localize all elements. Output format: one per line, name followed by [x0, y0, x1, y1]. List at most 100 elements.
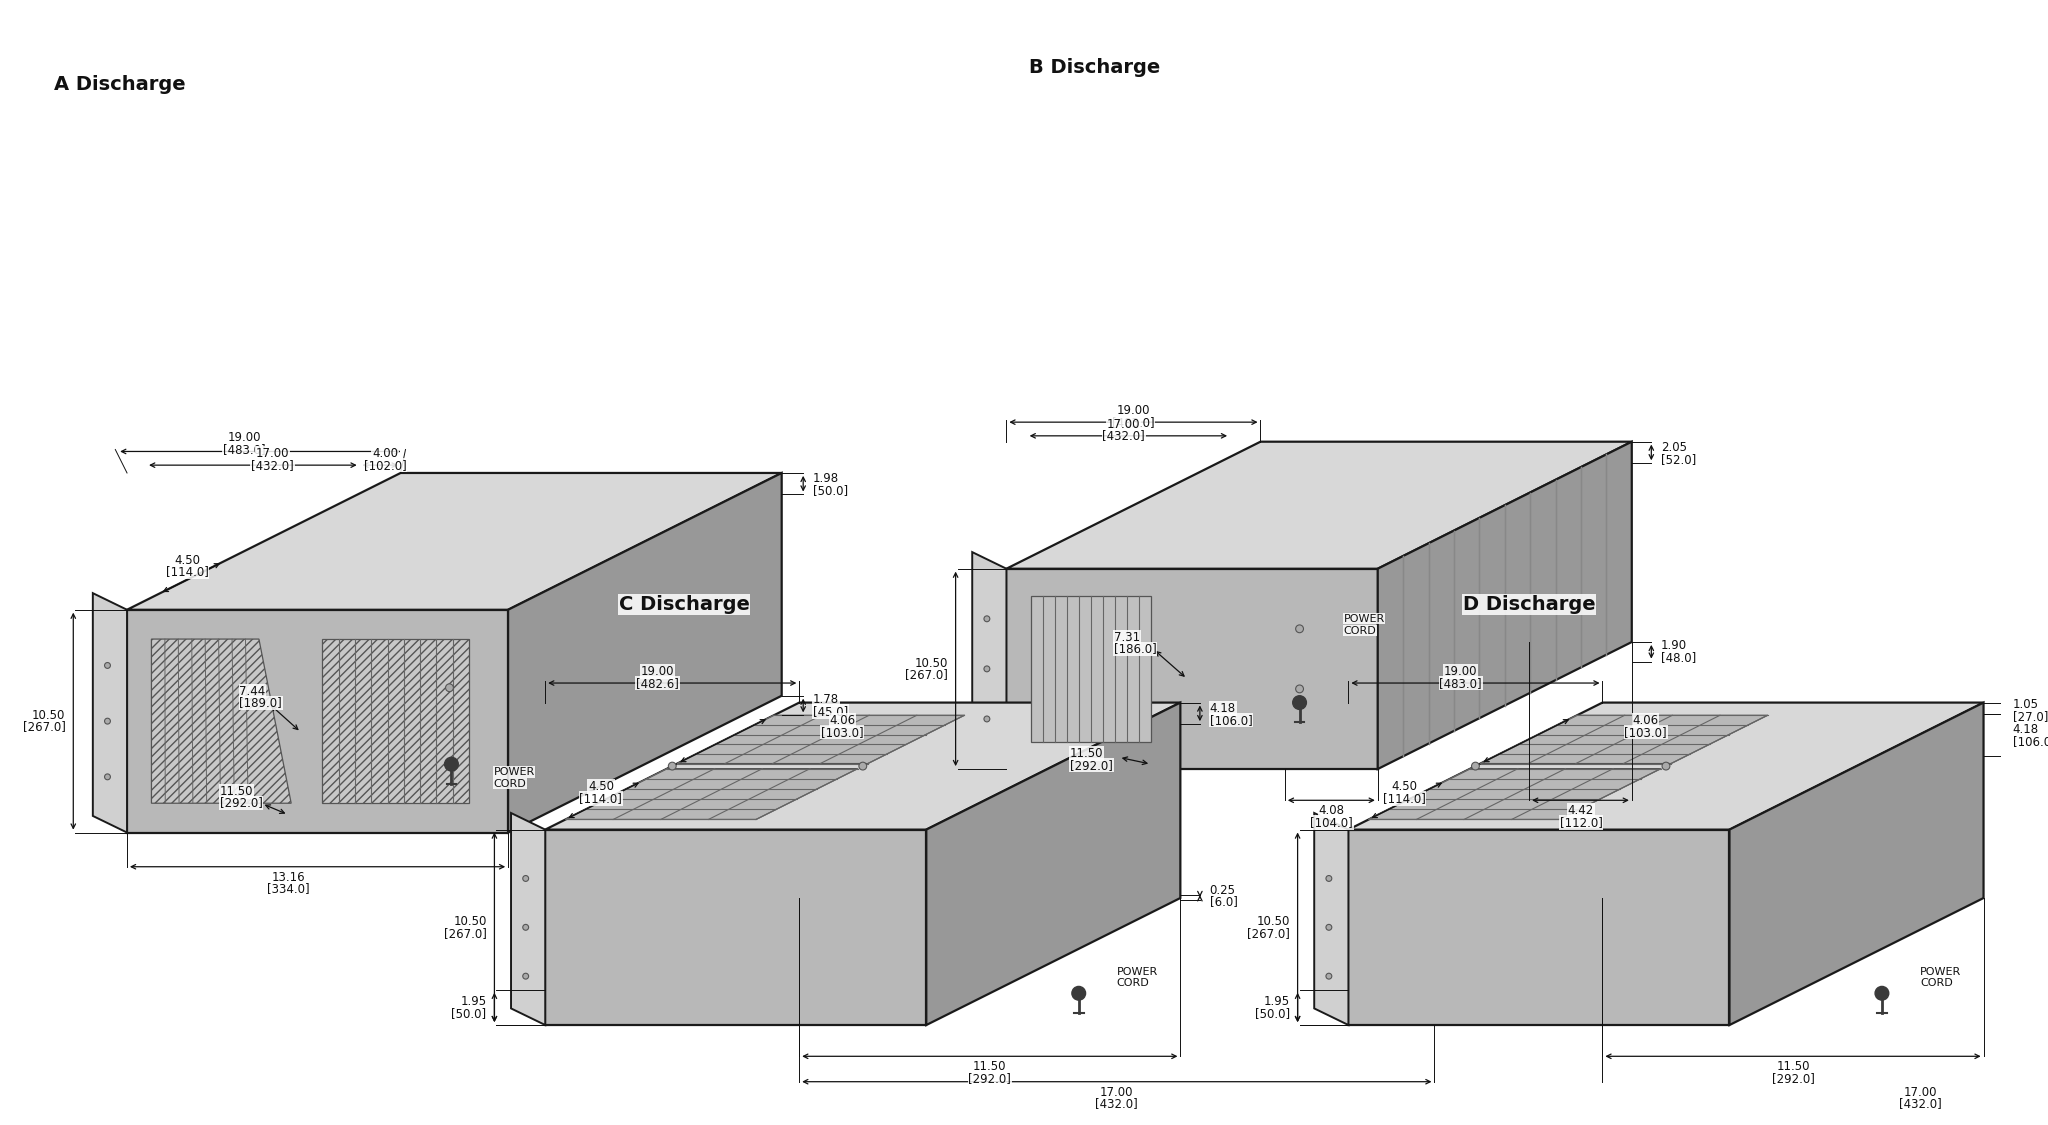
Text: [292.0]: [292.0]: [219, 796, 262, 810]
Polygon shape: [1729, 703, 1985, 1025]
Polygon shape: [565, 768, 858, 819]
Text: 10.50: 10.50: [33, 709, 66, 722]
Text: [482.6]: [482.6]: [637, 676, 680, 690]
Text: [114.0]: [114.0]: [580, 792, 623, 804]
Text: 4.06: 4.06: [1632, 714, 1659, 727]
Text: 17.00: 17.00: [1100, 1086, 1135, 1099]
Circle shape: [446, 684, 453, 692]
Text: 11.50: 11.50: [973, 1060, 1006, 1073]
Text: 17.00: 17.00: [1106, 417, 1141, 431]
Text: [52.0]: [52.0]: [1661, 452, 1696, 466]
Text: POWER: POWER: [494, 767, 535, 777]
Text: 4.18: 4.18: [2013, 723, 2040, 737]
Text: POWER: POWER: [1921, 966, 1962, 976]
Polygon shape: [1348, 829, 1729, 1025]
Text: 10.50: 10.50: [453, 915, 487, 928]
Polygon shape: [92, 593, 127, 832]
Text: 0.25: 0.25: [1210, 884, 1235, 897]
Text: [50.0]: [50.0]: [451, 1007, 487, 1019]
Text: 1.78: 1.78: [813, 693, 840, 706]
Text: 2.05: 2.05: [1661, 441, 1688, 454]
Text: 1.90: 1.90: [1661, 639, 1688, 652]
Text: [112.0]: [112.0]: [1559, 816, 1602, 829]
Circle shape: [1296, 624, 1303, 632]
Circle shape: [1071, 987, 1085, 1000]
Polygon shape: [1006, 442, 1632, 569]
Text: 19.00: 19.00: [641, 665, 674, 678]
Text: [103.0]: [103.0]: [1624, 726, 1667, 739]
Polygon shape: [1315, 813, 1348, 1025]
Polygon shape: [508, 472, 782, 832]
Text: [106.0]: [106.0]: [2013, 735, 2048, 748]
Circle shape: [522, 925, 528, 930]
Circle shape: [858, 762, 866, 770]
Circle shape: [104, 663, 111, 668]
Text: [45.0]: [45.0]: [813, 705, 848, 718]
Text: 19.00: 19.00: [1444, 665, 1477, 678]
Circle shape: [444, 757, 459, 771]
Text: 4.50: 4.50: [588, 780, 614, 793]
Text: 7.44: 7.44: [240, 684, 266, 698]
Text: 10.50: 10.50: [1255, 915, 1290, 928]
Circle shape: [1473, 762, 1479, 770]
Polygon shape: [973, 552, 1006, 770]
Circle shape: [1876, 987, 1888, 1000]
Polygon shape: [1348, 703, 1985, 829]
Text: [432.0]: [432.0]: [1096, 1097, 1139, 1110]
Text: 1.95: 1.95: [461, 996, 487, 1008]
Text: 1.98: 1.98: [813, 472, 840, 485]
Text: 13.16: 13.16: [272, 871, 305, 883]
Text: C Discharge: C Discharge: [618, 595, 750, 614]
Text: D Discharge: D Discharge: [1462, 595, 1595, 614]
Circle shape: [446, 762, 453, 770]
Text: 4.50: 4.50: [174, 554, 201, 567]
Text: [6.0]: [6.0]: [1210, 896, 1237, 908]
Circle shape: [1292, 695, 1307, 710]
Text: 17.00: 17.00: [256, 447, 289, 460]
Text: [483.0]: [483.0]: [1440, 676, 1483, 690]
Polygon shape: [512, 813, 545, 1025]
Text: [334.0]: [334.0]: [266, 882, 309, 896]
Circle shape: [983, 615, 989, 622]
Circle shape: [522, 973, 528, 979]
Text: 1.05: 1.05: [2013, 698, 2040, 711]
Text: 1.95: 1.95: [1264, 996, 1290, 1008]
Text: 17.00: 17.00: [1903, 1086, 1937, 1099]
Text: 4.08: 4.08: [1319, 804, 1346, 817]
Text: [483.0]: [483.0]: [1112, 415, 1155, 429]
Text: [103.0]: [103.0]: [821, 726, 864, 739]
Text: [432.0]: [432.0]: [1102, 430, 1145, 442]
Polygon shape: [1368, 768, 1661, 819]
Text: 11.50: 11.50: [1776, 1060, 1810, 1073]
Text: 4.00: 4.00: [373, 447, 397, 460]
Text: 11.50: 11.50: [1069, 747, 1104, 759]
Polygon shape: [152, 639, 291, 803]
Text: CORD: CORD: [1921, 979, 1954, 989]
Text: 4.18: 4.18: [1210, 702, 1235, 716]
Text: [27.0]: [27.0]: [2013, 710, 2048, 722]
Polygon shape: [1030, 596, 1151, 741]
Text: 4.50: 4.50: [1391, 780, 1417, 793]
Text: 11.50: 11.50: [219, 785, 254, 798]
Circle shape: [1325, 925, 1331, 930]
Text: [292.0]: [292.0]: [969, 1072, 1012, 1084]
Circle shape: [104, 774, 111, 780]
Polygon shape: [322, 639, 469, 803]
Circle shape: [668, 762, 676, 770]
Circle shape: [104, 718, 111, 724]
Text: [106.0]: [106.0]: [1210, 713, 1253, 727]
Text: [432.0]: [432.0]: [1898, 1097, 1942, 1110]
Text: [267.0]: [267.0]: [444, 927, 487, 939]
Text: [292.0]: [292.0]: [1772, 1072, 1815, 1084]
Polygon shape: [1481, 716, 1767, 764]
Circle shape: [1663, 762, 1669, 770]
Polygon shape: [926, 703, 1180, 1025]
Text: CORD: CORD: [494, 778, 526, 789]
Text: A Discharge: A Discharge: [53, 75, 186, 94]
Text: [50.0]: [50.0]: [813, 484, 848, 497]
Text: [267.0]: [267.0]: [905, 668, 948, 682]
Text: CORD: CORD: [1343, 626, 1376, 636]
Circle shape: [1296, 685, 1303, 693]
Polygon shape: [678, 716, 965, 764]
Text: [189.0]: [189.0]: [240, 696, 283, 709]
